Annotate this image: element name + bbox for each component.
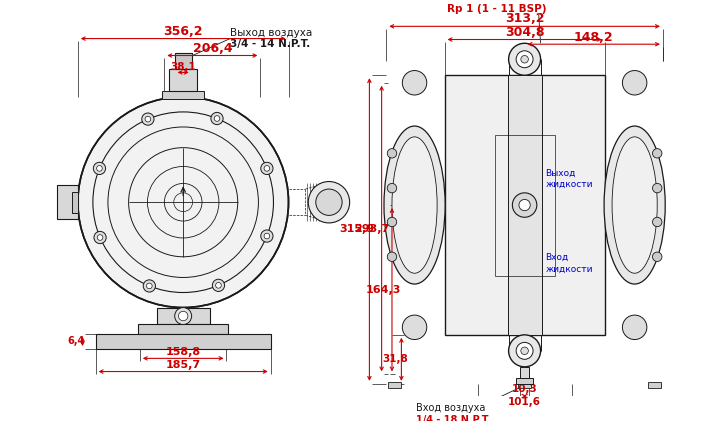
Ellipse shape: [612, 137, 657, 273]
Circle shape: [143, 280, 156, 292]
Bar: [508, 75, 541, 335]
Bar: [138, 325, 228, 334]
Text: 101,6: 101,6: [508, 397, 541, 407]
Bar: [157, 308, 210, 325]
Ellipse shape: [604, 126, 665, 284]
Circle shape: [652, 184, 662, 193]
Ellipse shape: [392, 137, 437, 273]
Circle shape: [96, 165, 102, 171]
Bar: [648, 382, 661, 387]
Circle shape: [387, 184, 397, 193]
Circle shape: [508, 335, 541, 367]
Text: Выход
жидкости: Выход жидкости: [545, 169, 593, 189]
Circle shape: [521, 56, 528, 63]
Text: Вход воздуха: Вход воздуха: [416, 403, 486, 413]
Circle shape: [78, 97, 289, 308]
Text: 38,1: 38,1: [171, 62, 196, 72]
Circle shape: [622, 71, 647, 95]
Circle shape: [94, 162, 106, 175]
Circle shape: [516, 51, 533, 68]
Text: 158,8: 158,8: [166, 347, 201, 357]
Bar: [163, 91, 204, 99]
Bar: [72, 192, 78, 213]
Circle shape: [513, 193, 537, 217]
Circle shape: [508, 43, 541, 75]
Circle shape: [387, 149, 397, 158]
Circle shape: [212, 279, 225, 291]
Circle shape: [145, 116, 150, 122]
Circle shape: [521, 347, 528, 354]
Bar: [388, 382, 401, 387]
Bar: [518, 384, 531, 387]
Circle shape: [97, 234, 103, 240]
Circle shape: [387, 217, 397, 226]
Bar: [520, 367, 529, 378]
Text: 185,7: 185,7: [166, 360, 201, 370]
Circle shape: [316, 189, 342, 216]
Circle shape: [622, 315, 647, 340]
Circle shape: [652, 252, 662, 261]
Text: 313,2: 313,2: [505, 12, 544, 25]
Circle shape: [264, 165, 270, 171]
Circle shape: [215, 282, 221, 288]
Circle shape: [214, 116, 220, 121]
Circle shape: [402, 71, 427, 95]
Circle shape: [308, 181, 350, 223]
Circle shape: [175, 308, 192, 325]
Circle shape: [402, 315, 427, 340]
Text: 315,9: 315,9: [340, 224, 374, 234]
Text: 304,8: 304,8: [505, 27, 544, 40]
Circle shape: [261, 230, 273, 242]
Text: 356,2: 356,2: [163, 24, 203, 37]
Bar: [495, 134, 554, 276]
Text: Выход воздуха: Выход воздуха: [230, 28, 312, 38]
Bar: [445, 75, 605, 335]
Circle shape: [387, 252, 397, 261]
Ellipse shape: [384, 126, 445, 284]
Text: 3/4 - 14 N.P.T.: 3/4 - 14 N.P.T.: [230, 39, 310, 49]
Circle shape: [264, 233, 270, 239]
Bar: [57, 185, 78, 219]
Text: 6,4: 6,4: [68, 336, 84, 346]
Circle shape: [652, 217, 662, 226]
Bar: [516, 378, 533, 384]
Circle shape: [94, 232, 106, 244]
Bar: [96, 334, 271, 349]
Text: Вход
жидкости: Вход жидкости: [545, 253, 593, 273]
Text: 206,4: 206,4: [192, 43, 232, 56]
Text: 10,3: 10,3: [512, 384, 537, 394]
Circle shape: [147, 283, 152, 289]
Circle shape: [211, 112, 223, 125]
Circle shape: [519, 200, 530, 210]
Text: 164,3: 164,3: [366, 285, 401, 295]
Bar: [169, 69, 197, 91]
Text: 148,2: 148,2: [574, 31, 613, 44]
Circle shape: [261, 162, 273, 175]
Circle shape: [652, 149, 662, 158]
Bar: [175, 53, 192, 69]
Text: 293,7: 293,7: [355, 224, 390, 234]
Text: Rp 1 (1 - 11 BSP): Rp 1 (1 - 11 BSP): [446, 4, 546, 14]
Circle shape: [179, 311, 188, 321]
Circle shape: [142, 113, 154, 125]
Text: 1/4 - 18 N.P.T.: 1/4 - 18 N.P.T.: [416, 416, 491, 421]
Text: 31,8: 31,8: [382, 354, 408, 364]
Circle shape: [516, 342, 533, 359]
